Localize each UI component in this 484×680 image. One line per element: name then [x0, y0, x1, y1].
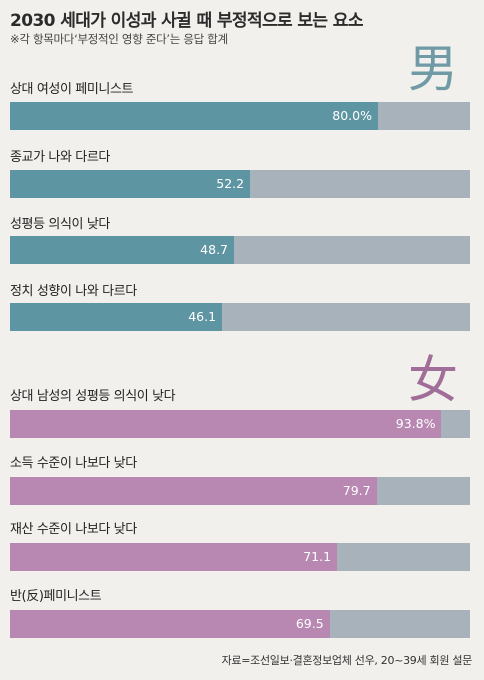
- bar-value-label: 79.7: [342, 483, 371, 498]
- bar-track: 69.5: [10, 610, 470, 638]
- bar: [10, 102, 378, 130]
- bar-category-label: 종교가 나와 다르다: [10, 150, 110, 165]
- bar-value-label: 46.1: [188, 309, 217, 324]
- bar-value-label: 93.8%: [395, 416, 436, 431]
- source-note: 자료=조선일보·결혼정보업체 선우, 20~39세 회원 설문: [221, 654, 473, 667]
- bar: [10, 477, 377, 505]
- bar: [10, 170, 251, 198]
- bar: [10, 303, 223, 331]
- bar: [10, 410, 442, 438]
- bar-value-label: 48.7: [200, 242, 229, 257]
- bar-category-label: 상대 여성이 페미니스트: [10, 82, 134, 97]
- bar-track: 93.8%: [10, 410, 470, 438]
- chart-subtitle: ※각 항목마다‘부정적인 영향 준다’는 응답 합계: [10, 32, 228, 46]
- chart-title: 2030 세대가 이성과 사귈 때 부정적으로 보는 요소: [10, 11, 363, 31]
- bar-track: 52.2: [10, 170, 470, 198]
- bar: [10, 236, 235, 264]
- male-section-label: 男: [408, 40, 458, 98]
- bar-track: 80.0%: [10, 102, 470, 130]
- bar-value-label: 52.2: [216, 176, 245, 191]
- bar: [10, 543, 338, 571]
- bar-track: 79.7: [10, 477, 470, 505]
- bar-value-label: 71.1: [303, 549, 332, 564]
- bar: [10, 610, 330, 638]
- bar-track: 48.7: [10, 236, 470, 264]
- bar-track: 46.1: [10, 303, 470, 331]
- bar-value-label: 69.5: [295, 616, 324, 631]
- bar-value-label: 80.0%: [332, 108, 372, 123]
- bar-category-label: 상대 남성의 성평등 의식이 낮다: [10, 389, 176, 404]
- bar-category-label: 정치 성향이 나와 다르다: [10, 284, 137, 299]
- female-section-label: 女: [408, 351, 458, 409]
- bar-category-label: 소득 수준이 나보다 낮다: [10, 456, 137, 471]
- bar-category-label: 반(反)페미니스트: [10, 589, 102, 604]
- bar-track: 71.1: [10, 543, 470, 571]
- bar-category-label: 성평등 의식이 낮다: [10, 217, 110, 232]
- bar-category-label: 재산 수준이 나보다 낮다: [10, 522, 137, 537]
